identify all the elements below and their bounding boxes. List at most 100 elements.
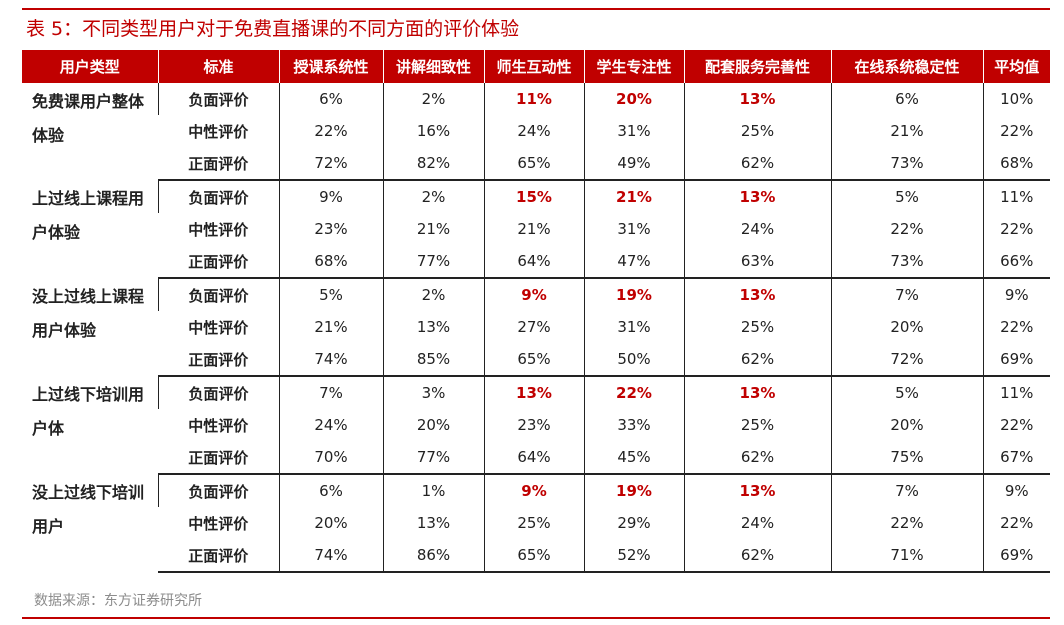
table-row: 中性评价 24% 20% 23% 33% 25% 20% 22% [22,409,1050,441]
value-cell: 66% [982,245,1050,279]
value-cell: 24% [683,507,831,539]
table-row: 中性评价 23% 21% 21% 31% 24% 22% 22% [22,213,1050,245]
table-row: 没上过线上课程用户体验 负面评价 5% 2% 9% 19% 13% 7% 9% [22,278,1050,340]
value-cell: 23% [483,409,584,441]
table-row: 中性评价 21% 13% 27% 31% 25% 20% 22% [22,311,1050,343]
value-cell: 22% [830,213,983,245]
value-cell: 13% [683,278,831,311]
value-cell: 20% [583,83,684,115]
value-cell: 22% [278,115,383,147]
value-cell: 6% [278,474,383,507]
value-cell: 10% [982,83,1050,115]
value-cell: 85% [382,343,484,377]
value-cell: 5% [278,278,383,311]
standard-cell: 负面评价 [157,83,279,115]
value-cell: 52% [583,539,684,573]
value-cell: 19% [583,278,684,311]
column-header: 标准 [157,50,279,83]
value-cell: 7% [830,474,983,507]
table-body: 免费课用户整体体验 负面评价 6% 2% 11% 20% 13% 6% 10% 中性评价 22% 16… [22,83,1050,573]
value-cell: 13% [382,311,484,343]
value-cell: 70% [278,441,383,475]
value-cell: 33% [583,409,684,441]
value-cell: 20% [278,507,383,539]
value-cell: 9% [982,474,1050,507]
value-cell: 6% [830,83,983,115]
value-cell: 86% [382,539,484,573]
value-cell: 21% [483,213,584,245]
table-title: 表 5：不同类型用户对于免费直播课的不同方面的评价体验 [26,18,520,40]
value-cell: 24% [683,213,831,245]
value-cell: 65% [483,539,584,573]
value-cell: 21% [278,311,383,343]
user-type-cell: 没上过线上课程用户体验 [32,287,145,340]
value-cell: 13% [683,376,831,409]
user-type-cell: 上过线下培训用户体 [32,385,145,438]
value-cell: 19% [583,474,684,507]
value-cell: 1% [382,474,484,507]
value-cell: 22% [982,409,1050,441]
value-cell: 13% [683,180,831,213]
value-cell: 13% [483,376,584,409]
value-cell: 24% [278,409,383,441]
value-cell: 72% [278,147,383,181]
standard-cell: 正面评价 [158,343,279,377]
standard-cell: 中性评价 [188,220,249,239]
table-row: 正面评价 70% 77% 64% 45% 62% 75% 67% [22,441,1050,475]
value-cell: 50% [583,343,684,377]
value-cell: 45% [583,441,684,475]
table-row: 中性评价 20% 13% 25% 29% 24% 22% 22% [22,507,1050,539]
value-cell: 67% [982,441,1050,475]
value-cell: 31% [583,311,684,343]
standard-cell: 正面评价 [158,539,279,573]
source-note: 数据来源：东方证券研究所 [34,593,202,609]
value-cell: 82% [382,147,484,181]
value-cell: 74% [278,539,383,573]
value-cell: 24% [483,115,584,147]
value-cell: 9% [982,278,1050,311]
value-cell: 21% [830,115,983,147]
standard-cell: 正面评价 [158,147,279,181]
value-cell: 69% [982,539,1050,573]
column-header: 在线系统稳定性 [830,50,983,83]
value-cell: 9% [483,474,584,507]
table-row: 上过线下培训用户体 负面评价 7% 3% 13% 22% 13% 5% 11% [22,376,1050,438]
value-cell: 62% [683,147,831,181]
value-cell: 77% [382,441,484,475]
standard-cell: 中性评价 [188,318,249,337]
value-cell: 11% [483,83,584,115]
standard-cell: 正面评价 [158,441,279,475]
column-header: 授课系统性 [278,50,383,83]
value-cell: 75% [830,441,983,475]
value-cell: 22% [583,376,684,409]
value-cell: 3% [382,376,484,409]
value-cell: 62% [683,539,831,573]
value-cell: 22% [982,311,1050,343]
table-row: 正面评价 68% 77% 64% 47% 63% 73% 66% [22,245,1050,279]
value-cell: 68% [278,245,383,279]
value-cell: 62% [683,441,831,475]
value-cell: 69% [982,343,1050,377]
value-cell: 20% [830,311,983,343]
value-cell: 64% [483,441,584,475]
value-cell: 63% [683,245,831,279]
value-cell: 71% [830,539,983,573]
table-row: 没上过线下培训用户 负面评价 6% 1% 9% 19% 13% 7% 9% [22,474,1050,536]
value-cell: 22% [982,213,1050,245]
value-cell: 2% [382,83,484,115]
standard-cell: 负面评价 [157,180,279,213]
value-cell: 13% [683,474,831,507]
value-cell: 22% [830,507,983,539]
column-header: 学生专注性 [583,50,684,83]
value-cell: 47% [583,245,684,279]
value-cell: 31% [583,115,684,147]
value-cell: 13% [683,83,831,115]
value-cell: 27% [483,311,584,343]
value-cell: 31% [583,213,684,245]
table-row: 正面评价 74% 85% 65% 50% 62% 72% 69% [22,343,1050,377]
column-header: 讲解细致性 [382,50,484,83]
value-cell: 16% [382,115,484,147]
standard-cell: 中性评价 [188,514,249,533]
evaluation-table: 用户类型 标准 授课系统性 讲解细致性 师生互动性 学生专注性 配套服务完善性 … [22,50,1050,573]
value-cell: 2% [382,278,484,311]
